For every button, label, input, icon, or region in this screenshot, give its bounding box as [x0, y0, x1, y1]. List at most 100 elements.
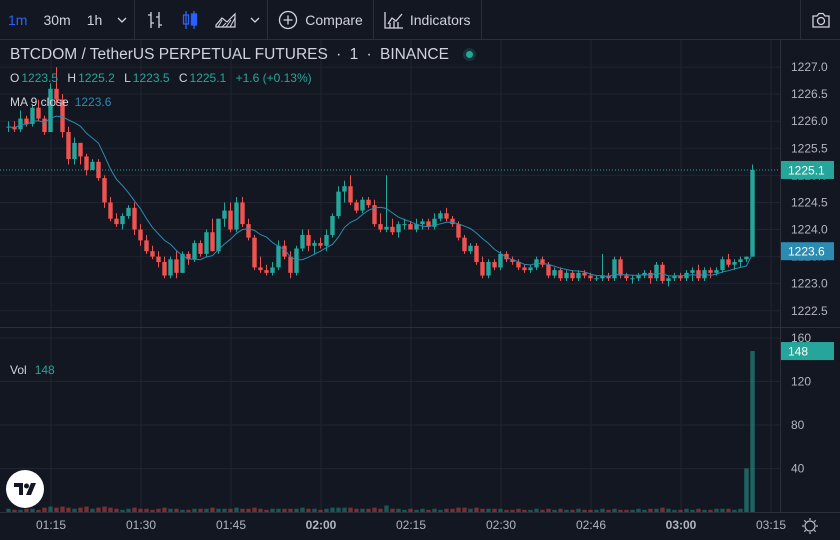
volume-bar: [102, 506, 107, 512]
candle: [132, 202, 137, 235]
candle: [594, 275, 599, 281]
time-tick-label: 01:15: [36, 518, 66, 532]
volume-bar: [414, 509, 419, 512]
volume-bar: [138, 508, 143, 512]
candle: [732, 259, 737, 271]
candle: [228, 202, 233, 233]
candle: [156, 251, 161, 268]
volume-bar: [66, 507, 71, 512]
volume-bar: [426, 509, 431, 512]
candle: [312, 240, 317, 254]
volume-bar: [480, 508, 485, 512]
interval-1h-button[interactable]: 1h: [86, 11, 103, 28]
volume-bar: [444, 508, 449, 512]
candle: [624, 272, 629, 281]
volume-bar: [246, 508, 251, 512]
volume-bar: [360, 508, 365, 512]
interval-1m-button[interactable]: 1m: [8, 11, 28, 28]
volume-legend-value: 148: [34, 363, 55, 377]
candle: [390, 218, 395, 235]
time-tick-label: 02:00: [306, 518, 337, 532]
ma-legend[interactable]: MA 9 close 1223.6: [10, 95, 111, 109]
volume-bar: [624, 509, 629, 512]
volume-tick-label: 120: [791, 375, 811, 389]
price-tick-label: 1226.0: [791, 114, 828, 128]
volume-bar: [396, 508, 401, 512]
candle: [48, 83, 53, 133]
candle: [114, 213, 119, 227]
candle: [78, 142, 83, 165]
volume-bar: [54, 507, 59, 512]
volume-bar: [732, 509, 737, 512]
volume-bar: [618, 509, 623, 512]
candle: [666, 275, 671, 287]
candle: [456, 221, 461, 241]
indicators-button[interactable]: Indicators: [374, 0, 481, 40]
volume-bar: [78, 507, 83, 512]
symbol-exchange: BINANCE: [380, 46, 449, 63]
candle: [432, 213, 437, 230]
symbol-interval: 1: [349, 46, 359, 63]
candle: [708, 267, 713, 279]
candle: [18, 110, 23, 133]
candle: [750, 164, 755, 257]
candle: [180, 251, 185, 273]
candle: [216, 218, 221, 254]
compare-button[interactable]: Compare: [268, 0, 373, 40]
candle: [408, 221, 413, 230]
candle: [264, 264, 269, 276]
volume-bar: [450, 508, 455, 512]
volume-bar: [690, 509, 695, 512]
volume-bar: [186, 509, 191, 512]
interval-dropdown-chevron-down-icon[interactable]: [110, 0, 134, 40]
candle: [204, 229, 209, 257]
price-chart[interactable]: 1222.51223.01223.51224.01224.51225.01225…: [0, 40, 840, 540]
candle: [246, 218, 251, 241]
svg-text:148: 148: [788, 345, 808, 359]
volume-bar: [702, 509, 707, 512]
volume-bar: [594, 509, 599, 512]
time-tick-label: 01:30: [126, 518, 156, 532]
volume-bar: [348, 507, 353, 512]
candle: [270, 262, 275, 276]
volume-bar: [636, 508, 641, 512]
candle: [186, 251, 191, 265]
candle: [306, 229, 311, 252]
time-tick-label: 02:15: [396, 518, 426, 532]
volume-bar: [708, 509, 713, 512]
tradingview-logo[interactable]: [6, 470, 44, 508]
volume-bar: [384, 505, 389, 512]
candle: [486, 259, 491, 279]
screenshot-camera-icon[interactable]: [800, 0, 840, 40]
bar-chart-type-icon[interactable]: [135, 0, 173, 40]
plus-circle-icon: [279, 10, 298, 29]
area-chart-type-icon[interactable]: [207, 0, 243, 40]
chart-type-chevron-down-icon[interactable]: [243, 0, 267, 40]
candle: [96, 159, 101, 181]
candle: [318, 237, 323, 249]
candle: [60, 94, 65, 138]
candle: [720, 256, 725, 273]
candle: [162, 256, 167, 279]
candles-chart-type-icon[interactable]: [173, 0, 207, 40]
volume-legend[interactable]: Vol 148: [10, 363, 55, 377]
ma-value-badge: 1223.6: [781, 242, 834, 261]
volume-bar: [684, 508, 689, 512]
candle: [498, 251, 503, 271]
volume-bar: [90, 508, 95, 512]
ohlc-high-value: 1225.2: [78, 71, 115, 85]
volume-bar: [306, 508, 311, 512]
volume-bar: [468, 508, 473, 512]
volume-bar: [738, 508, 743, 512]
time-tick-label: 03:15: [756, 518, 786, 532]
volume-bar: [114, 508, 119, 512]
candle: [240, 197, 245, 227]
volume-bar: [96, 507, 101, 512]
last-price-badge: 1225.1: [781, 160, 834, 179]
volume-bar: [234, 507, 239, 512]
interval-30m-button[interactable]: 30m: [43, 11, 71, 28]
volume-bar: [60, 506, 65, 512]
candle: [552, 267, 557, 279]
symbol-title[interactable]: BTCDOM / TetherUS PERPETUAL FUTURES · 1 …: [10, 46, 477, 64]
time-axis-settings-gear-icon[interactable]: [802, 518, 818, 534]
